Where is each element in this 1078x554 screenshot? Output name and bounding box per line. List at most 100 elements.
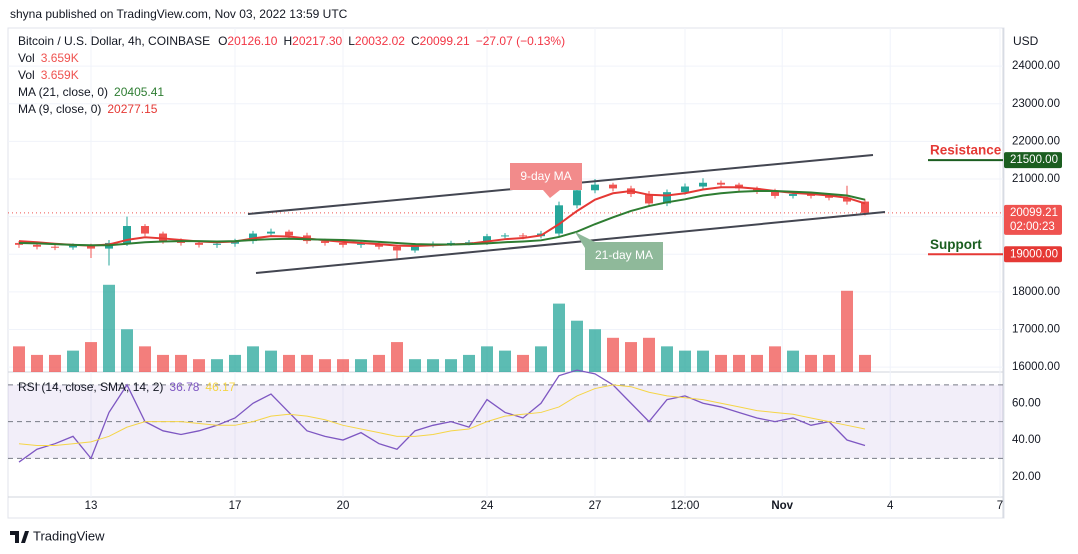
candle-body	[447, 242, 455, 244]
volume-bar	[121, 329, 133, 372]
indicator-row: MA (9, close, 0) 20277.15	[18, 102, 158, 116]
y-tick-label: 22000.00	[1012, 135, 1060, 147]
indicator-row: MA (21, close, 0) 20405.41	[18, 85, 164, 99]
volume-bar	[697, 350, 709, 372]
rsi-tick-label: 40.00	[1012, 434, 1041, 446]
ohlc-value: 20217.30	[292, 34, 342, 48]
volume-bar	[391, 342, 403, 372]
level-value: 19000.00	[1010, 248, 1058, 260]
volume-bar	[283, 354, 295, 372]
rsi-value: 36.78	[169, 380, 199, 394]
volume-bar	[715, 354, 727, 372]
volume-bar	[31, 354, 43, 372]
volume-bar	[67, 350, 79, 372]
rsi-legend: RSI (14, close, SMA, 14, 2) 36.78 46.17	[18, 380, 236, 394]
annotation-9day: 9-day MA	[510, 163, 582, 198]
candle-body	[699, 182, 707, 187]
volume-bar	[841, 290, 853, 372]
volume-bar	[319, 359, 331, 372]
volume-bar	[463, 354, 475, 372]
ohlc-value: 20099.21	[420, 34, 470, 48]
rsi-tick-label: 60.00	[1012, 397, 1041, 409]
indicator-row: Vol 3.659K	[18, 51, 79, 65]
candle-body	[555, 205, 563, 234]
legend-title: Bitcoin / U.S. Dollar, 4h, COINBASE O2012…	[18, 34, 565, 48]
candle-body	[249, 233, 257, 242]
volume-bar	[643, 337, 655, 372]
annotation-box	[575, 232, 663, 270]
volume-bar	[175, 354, 187, 372]
x-tick-label: 27	[589, 500, 602, 512]
volume-bar	[301, 354, 313, 372]
volume-bar	[589, 329, 601, 372]
volume-bar	[823, 354, 835, 372]
y-tick-label: 18000.00	[1012, 286, 1060, 298]
candle-body	[663, 192, 671, 204]
y-tick-label: 21000.00	[1012, 173, 1060, 185]
candle-body	[123, 226, 131, 243]
series-line	[18, 190, 866, 247]
candle-body	[861, 201, 869, 213]
y-tick-label: 16000.00	[1012, 361, 1060, 373]
level-value: 21500.00	[1010, 154, 1058, 166]
volume-bar	[85, 342, 97, 372]
rsi-title: RSI (14, close, SMA, 14, 2)	[18, 380, 163, 394]
candle-body	[609, 184, 617, 189]
marks	[8, 178, 1003, 463]
candle-body	[267, 231, 275, 234]
candle-body	[357, 243, 365, 245]
volume-bar	[427, 359, 439, 372]
volume-bar	[265, 350, 277, 372]
logo: TradingView	[10, 528, 105, 543]
volume-bar	[373, 354, 385, 372]
volume-bar	[337, 359, 349, 372]
candle-body	[825, 195, 833, 198]
volume-bar	[355, 359, 367, 372]
ohlc-value: 20126.10	[227, 34, 277, 48]
logo-mark	[10, 531, 29, 543]
rsi-sma-value: 46.17	[205, 380, 235, 394]
volume-bar	[517, 354, 529, 372]
ohlc-key: O	[218, 34, 227, 48]
volume-bar	[139, 346, 151, 372]
volume-bar	[103, 284, 115, 372]
candle-body	[285, 231, 293, 236]
change: −27.07 (−0.13%)	[476, 34, 565, 48]
volume-bar	[625, 342, 637, 372]
y-tick-label: 24000.00	[1012, 60, 1060, 72]
currency: USD	[1013, 34, 1039, 48]
level-tag	[1004, 152, 1062, 169]
logo-text: TradingView	[33, 528, 105, 543]
volume-bar	[481, 346, 493, 372]
indicator-label: MA (21, close, 0)	[18, 85, 108, 99]
candle-body	[141, 226, 149, 234]
level-name: Support	[930, 237, 982, 252]
chart-frame	[7, 27, 1005, 519]
volume-bar	[679, 350, 691, 372]
candle-body	[789, 194, 797, 196]
x-tick-label: 24	[481, 500, 494, 512]
candle-body	[843, 197, 851, 202]
volume-bar	[553, 303, 565, 372]
volume-bar	[661, 346, 673, 372]
symbol: Bitcoin / U.S. Dollar, 4h, COINBASE	[18, 34, 210, 48]
channel-lower	[255, 211, 886, 274]
volume-bar	[211, 359, 223, 372]
volume-bar	[607, 337, 619, 372]
annotation-text: 21-day MA	[595, 248, 653, 262]
x-tick-label: 13	[85, 500, 98, 512]
indicator-row: Vol 3.659K	[18, 68, 79, 82]
candle-body	[393, 246, 401, 251]
ohlc-key: C	[411, 34, 420, 48]
candle-body	[159, 233, 167, 242]
candle-body	[681, 186, 689, 193]
candle-body	[69, 245, 77, 248]
ohlc-key: L	[348, 34, 355, 48]
candle-body	[771, 191, 779, 196]
volume-bar	[787, 350, 799, 372]
candle-body	[591, 184, 599, 191]
candle-body	[33, 244, 41, 247]
indicator-value: 3.659K	[41, 68, 79, 82]
volume-bar	[571, 320, 583, 372]
